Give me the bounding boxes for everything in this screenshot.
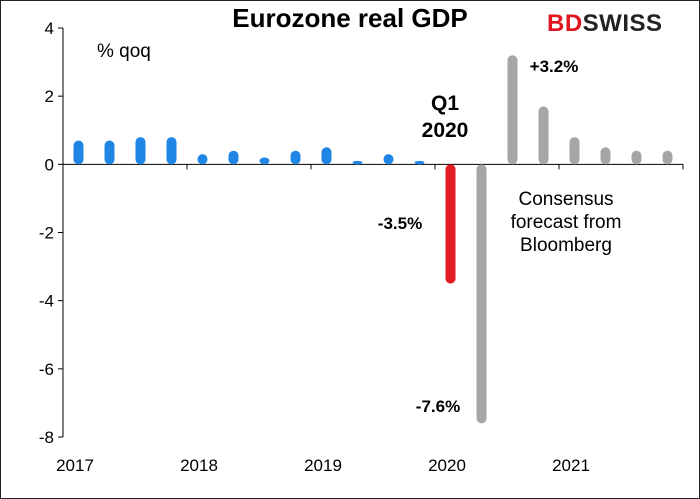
forecast-note-line2: forecast from	[510, 212, 622, 233]
x-tick-label: 2017	[56, 456, 94, 475]
bar	[507, 55, 518, 165]
q2-value-label: -7.6%	[415, 397, 461, 416]
x-tick-label: 2020	[428, 456, 466, 475]
y-tick-label: -2	[39, 224, 54, 243]
forecast-note: Consensus forecast from Bloomberg	[491, 188, 641, 257]
bar	[445, 164, 456, 284]
bar	[321, 147, 332, 165]
bar	[259, 157, 270, 165]
y-tick-label: -8	[39, 428, 54, 447]
bar	[290, 150, 301, 165]
bar	[73, 140, 84, 165]
bar	[631, 150, 642, 165]
q1-2020-label-line2: 2020	[421, 119, 469, 142]
bar	[662, 150, 673, 165]
forecast-note-line3: Bloomberg	[520, 235, 612, 256]
bar	[414, 160, 425, 165]
bar	[197, 154, 208, 165]
y-tick-label: -6	[39, 360, 54, 379]
bar	[383, 154, 394, 165]
x-tick-label: 2021	[552, 456, 590, 475]
y-tick-label: 0	[45, 155, 54, 174]
q3-value-label: +3.2%	[529, 57, 579, 76]
x-tick-label: 2019	[304, 456, 342, 475]
x-tick-label: 2018	[180, 456, 218, 475]
q1-2020-label-line1: Q1	[430, 92, 459, 115]
y-axis-unit-label: % qoq	[97, 41, 151, 62]
bar	[569, 137, 580, 165]
chart-title: Eurozone real GDP	[232, 3, 468, 33]
bar	[104, 140, 115, 165]
logo-part-swiss: SWISS	[582, 10, 663, 37]
bar	[476, 164, 487, 424]
y-tick-label: 2	[45, 87, 54, 106]
bar	[166, 137, 177, 165]
bar	[352, 160, 363, 165]
logo-part-bd: BD	[547, 10, 583, 37]
forecast-note-line1: Consensus	[518, 189, 614, 210]
y-tick-label: -4	[39, 292, 54, 311]
bar	[600, 147, 611, 165]
bdswiss-logo: BDSWISS	[547, 10, 663, 38]
q1-value-label: -3.5%	[377, 214, 423, 233]
y-tick-label: 4	[45, 19, 54, 38]
bar	[135, 137, 146, 165]
bar	[538, 106, 549, 165]
bar	[228, 150, 239, 165]
